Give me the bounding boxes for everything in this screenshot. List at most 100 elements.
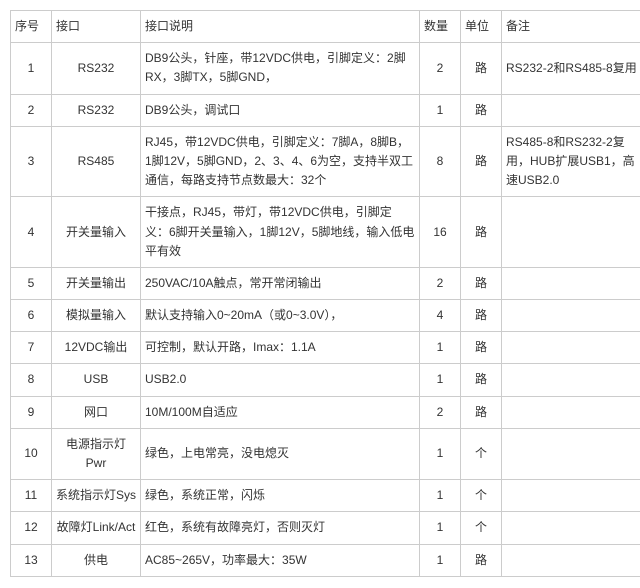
cell-desc: 绿色，上电常亮，没电熄灭 <box>141 428 420 479</box>
interface-spec-table: 序号 接口 接口说明 数量 单位 备注 1RS232DB9公头，针座，带12VD… <box>10 10 640 577</box>
cell-qty: 2 <box>420 267 461 299</box>
col-header-unit: 单位 <box>461 11 502 43</box>
cell-qty: 1 <box>420 480 461 512</box>
table-row: 712VDC输出可控制，默认开路，Imax：1.1A1路 <box>11 332 640 364</box>
cell-unit: 路 <box>461 544 502 576</box>
cell-note <box>502 94 640 126</box>
cell-desc: 可控制，默认开路，Imax：1.1A <box>141 332 420 364</box>
cell-unit: 路 <box>461 396 502 428</box>
cell-seq: 11 <box>11 480 52 512</box>
cell-if: 开关量输出 <box>52 267 141 299</box>
cell-unit: 路 <box>461 126 502 197</box>
table-row: 9网口10M/100M自适应2路 <box>11 396 640 428</box>
cell-note: RS485-8和RS232-2复用，HUB扩展USB1，高速USB2.0 <box>502 126 640 197</box>
cell-seq: 2 <box>11 94 52 126</box>
cell-desc: 绿色，系统正常，闪烁 <box>141 480 420 512</box>
table-row: 3RS485RJ45，带12VDC供电，引脚定义：7脚A，8脚B，1脚12V，5… <box>11 126 640 197</box>
cell-seq: 7 <box>11 332 52 364</box>
cell-unit: 路 <box>461 43 502 94</box>
col-header-if: 接口 <box>52 11 141 43</box>
cell-qty: 1 <box>420 364 461 396</box>
cell-if: RS232 <box>52 94 141 126</box>
cell-if: 供电 <box>52 544 141 576</box>
cell-note: RS232-2和RS485-8复用 <box>502 43 640 94</box>
cell-if: RS232 <box>52 43 141 94</box>
cell-qty: 16 <box>420 197 461 268</box>
cell-seq: 3 <box>11 126 52 197</box>
cell-unit: 路 <box>461 94 502 126</box>
cell-desc: 红色，系统有故障亮灯，否则灭灯 <box>141 512 420 544</box>
table-row: 10电源指示灯Pwr绿色，上电常亮，没电熄灭1个 <box>11 428 640 479</box>
cell-unit: 个 <box>461 512 502 544</box>
cell-if: 电源指示灯Pwr <box>52 428 141 479</box>
cell-if: 模拟量输入 <box>52 300 141 332</box>
cell-unit: 路 <box>461 300 502 332</box>
cell-desc: DB9公头，调试口 <box>141 94 420 126</box>
cell-if: 网口 <box>52 396 141 428</box>
cell-qty: 1 <box>420 512 461 544</box>
cell-desc: 默认支持输入0~20mA（或0~3.0V）， <box>141 300 420 332</box>
cell-unit: 路 <box>461 197 502 268</box>
cell-qty: 4 <box>420 300 461 332</box>
cell-seq: 10 <box>11 428 52 479</box>
cell-if: 12VDC输出 <box>52 332 141 364</box>
cell-desc: RJ45，带12VDC供电，引脚定义：7脚A，8脚B，1脚12V，5脚GND，2… <box>141 126 420 197</box>
cell-qty: 2 <box>420 43 461 94</box>
cell-desc: 10M/100M自适应 <box>141 396 420 428</box>
cell-desc: DB9公头，针座，带12VDC供电，引脚定义：2脚RX，3脚TX，5脚GND， <box>141 43 420 94</box>
table-row: 5开关量输出250VAC/10A触点，常开常闭输出2路 <box>11 267 640 299</box>
col-header-note: 备注 <box>502 11 640 43</box>
cell-qty: 2 <box>420 396 461 428</box>
cell-qty: 8 <box>420 126 461 197</box>
cell-unit: 个 <box>461 428 502 479</box>
table-row: 1RS232DB9公头，针座，带12VDC供电，引脚定义：2脚RX，3脚TX，5… <box>11 43 640 94</box>
col-header-seq: 序号 <box>11 11 52 43</box>
cell-unit: 个 <box>461 480 502 512</box>
table-row: 8USBUSB2.01路 <box>11 364 640 396</box>
table-body: 1RS232DB9公头，针座，带12VDC供电，引脚定义：2脚RX，3脚TX，5… <box>11 43 640 577</box>
cell-note <box>502 480 640 512</box>
cell-seq: 5 <box>11 267 52 299</box>
cell-seq: 8 <box>11 364 52 396</box>
cell-seq: 12 <box>11 512 52 544</box>
col-header-qty: 数量 <box>420 11 461 43</box>
table-row: 2RS232DB9公头，调试口1路 <box>11 94 640 126</box>
cell-note <box>502 512 640 544</box>
cell-note <box>502 396 640 428</box>
table-row: 12故障灯Link/Act红色，系统有故障亮灯，否则灭灯1个 <box>11 512 640 544</box>
table-row: 13供电AC85~265V，功率最大：35W1路 <box>11 544 640 576</box>
cell-desc: 干接点，RJ45，带灯，带12VDC供电，引脚定义：6脚开关量输入，1脚12V，… <box>141 197 420 268</box>
cell-note <box>502 267 640 299</box>
cell-desc: AC85~265V，功率最大：35W <box>141 544 420 576</box>
cell-if: 开关量输入 <box>52 197 141 268</box>
cell-note <box>502 332 640 364</box>
cell-note <box>502 300 640 332</box>
cell-qty: 1 <box>420 332 461 364</box>
table-row: 11系统指示灯Sys绿色，系统正常，闪烁1个 <box>11 480 640 512</box>
cell-note <box>502 544 640 576</box>
table-row: 6模拟量输入默认支持输入0~20mA（或0~3.0V），4路 <box>11 300 640 332</box>
cell-note <box>502 364 640 396</box>
cell-seq: 4 <box>11 197 52 268</box>
cell-desc: USB2.0 <box>141 364 420 396</box>
cell-seq: 6 <box>11 300 52 332</box>
cell-if: 系统指示灯Sys <box>52 480 141 512</box>
cell-unit: 路 <box>461 267 502 299</box>
table-row: 4开关量输入干接点，RJ45，带灯，带12VDC供电，引脚定义：6脚开关量输入，… <box>11 197 640 268</box>
cell-seq: 1 <box>11 43 52 94</box>
cell-note <box>502 197 640 268</box>
cell-qty: 1 <box>420 544 461 576</box>
cell-if: USB <box>52 364 141 396</box>
cell-seq: 13 <box>11 544 52 576</box>
cell-qty: 1 <box>420 428 461 479</box>
cell-unit: 路 <box>461 332 502 364</box>
cell-unit: 路 <box>461 364 502 396</box>
cell-qty: 1 <box>420 94 461 126</box>
cell-if: 故障灯Link/Act <box>52 512 141 544</box>
col-header-desc: 接口说明 <box>141 11 420 43</box>
cell-seq: 9 <box>11 396 52 428</box>
cell-if: RS485 <box>52 126 141 197</box>
cell-desc: 250VAC/10A触点，常开常闭输出 <box>141 267 420 299</box>
table-header-row: 序号 接口 接口说明 数量 单位 备注 <box>11 11 640 43</box>
cell-note <box>502 428 640 479</box>
